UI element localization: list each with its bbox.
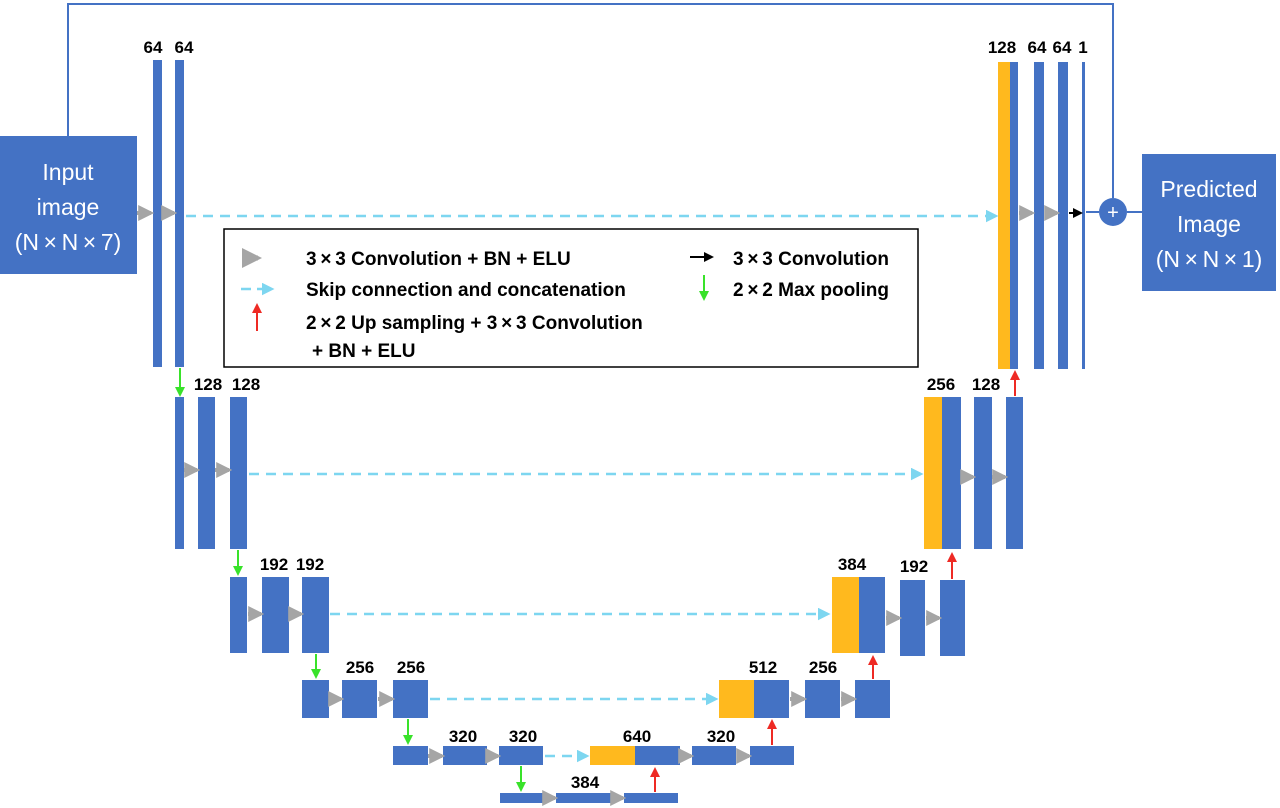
legend-skip-text: Skip connection and concatenation [306, 280, 626, 301]
dec5-feature-map-2 [750, 746, 794, 765]
enc3-feature-map-1 [262, 577, 289, 653]
bottleneck-label: 384 [571, 773, 600, 792]
dec5-concat-up-part [635, 746, 680, 765]
legend-box [223, 228, 919, 368]
dec1-concat-label: 128 [988, 38, 1016, 57]
enc3-label-2: 192 [296, 555, 324, 574]
dec5-conv-label: 320 [707, 727, 735, 746]
bottleneck-feature-map-1 [556, 793, 612, 803]
dec2-conv-label: 128 [972, 375, 1000, 394]
dec1-feature-map-2 [1058, 62, 1068, 369]
enc3-feature-map-2 [302, 577, 329, 653]
legend-upsample-text-1: 2 × 2 Up sampling + 3 × 3 Convolution [306, 313, 643, 334]
enc4-feature-map-1 [342, 680, 377, 718]
enc3-pooled-map [230, 577, 247, 653]
legend-conv-text: 3 × 3 Convolution [733, 249, 889, 270]
dec5-feature-map-1 [692, 746, 736, 765]
residual-connection-line [67, 3, 1114, 198]
dec3-concat-up-part [859, 577, 885, 653]
enc4-label-1: 256 [346, 658, 374, 677]
enc2-pooled-map [175, 397, 184, 549]
input-label-line1: Input [42, 159, 94, 185]
enc2-label-1: 128 [194, 375, 222, 394]
legend-conv-bn-elu-text: 3 × 3 Convolution + BN + ELU [306, 249, 571, 270]
dec4-feature-map-1 [805, 680, 840, 718]
enc5-label-1: 320 [449, 727, 477, 746]
dec3-concat-label: 384 [838, 555, 867, 574]
predicted-image-box: Predicted Image (N × N × 1) [1142, 154, 1276, 291]
enc5-feature-map-1 [443, 746, 487, 765]
legend-upsample-text-2: + BN + ELU [312, 341, 415, 362]
dec4-concat-label: 512 [749, 658, 777, 677]
dec2-concat-up-part [942, 397, 961, 549]
enc2-feature-map-1 [198, 397, 215, 549]
dec4-conv-label: 256 [809, 658, 837, 677]
enc1-label-1: 64 [144, 38, 163, 57]
enc3-label-1: 192 [260, 555, 288, 574]
dec3-feature-map-1 [900, 580, 925, 656]
dec3-feature-map-2 [940, 580, 965, 656]
dec4-concat-up-part [754, 680, 789, 718]
legend: 3 × 3 Convolution + BN + ELU Skip connec… [223, 228, 919, 368]
legend-maxpool-text: 2 × 2 Max pooling [733, 280, 889, 301]
enc4-label-2: 256 [397, 658, 425, 677]
enc2-label-2: 128 [232, 375, 260, 394]
dec1-concat-up-part [1010, 62, 1018, 369]
enc5-label-2: 320 [509, 727, 537, 746]
dec2-feature-map-1 [974, 397, 992, 549]
bottleneck-feature-map-2 [624, 793, 678, 803]
output-label-line2: Image [1177, 211, 1241, 237]
dec1-output-map [1082, 62, 1085, 369]
dec1-feature-map-1 [1034, 62, 1044, 369]
dec1-out-label: 1 [1078, 38, 1087, 57]
enc1-feature-map-2 [175, 60, 184, 367]
bottleneck-pooled-map [500, 793, 544, 803]
enc1-feature-map-1 [153, 60, 162, 367]
input-label-line3: (N × N × 7) [15, 229, 122, 255]
dec5-concat-skip-part [590, 746, 635, 765]
dec1-concat-skip-part [998, 62, 1010, 369]
dec3-concat-skip-part [832, 577, 859, 653]
enc5-feature-map-2 [499, 746, 543, 765]
enc4-feature-map-2 [393, 680, 428, 718]
sum-symbol: + [1107, 202, 1119, 224]
dec4-feature-map-2 [855, 680, 890, 718]
sum-node: + [1099, 198, 1127, 226]
enc5-pooled-map [393, 746, 428, 765]
dec2-feature-map-2 [1006, 397, 1023, 549]
dec2-concat-skip-part [924, 397, 942, 549]
input-label-line2: image [37, 194, 100, 220]
dec4-concat-skip-part [719, 680, 754, 718]
enc1-label-2: 64 [175, 38, 194, 57]
output-label-line1: Predicted [1160, 176, 1257, 202]
output-label-line3: (N × N × 1) [1156, 246, 1263, 272]
dec3-conv-label: 192 [900, 557, 928, 576]
dec1-conv2-label: 64 [1053, 38, 1072, 57]
enc2-feature-map-2 [230, 397, 247, 549]
dec2-concat-label: 256 [927, 375, 955, 394]
dec1-conv-label: 64 [1028, 38, 1047, 57]
dec5-concat-label: 640 [623, 727, 651, 746]
enc4-pooled-map [302, 680, 329, 718]
input-image-box: Input image (N × N × 7) [0, 136, 137, 274]
